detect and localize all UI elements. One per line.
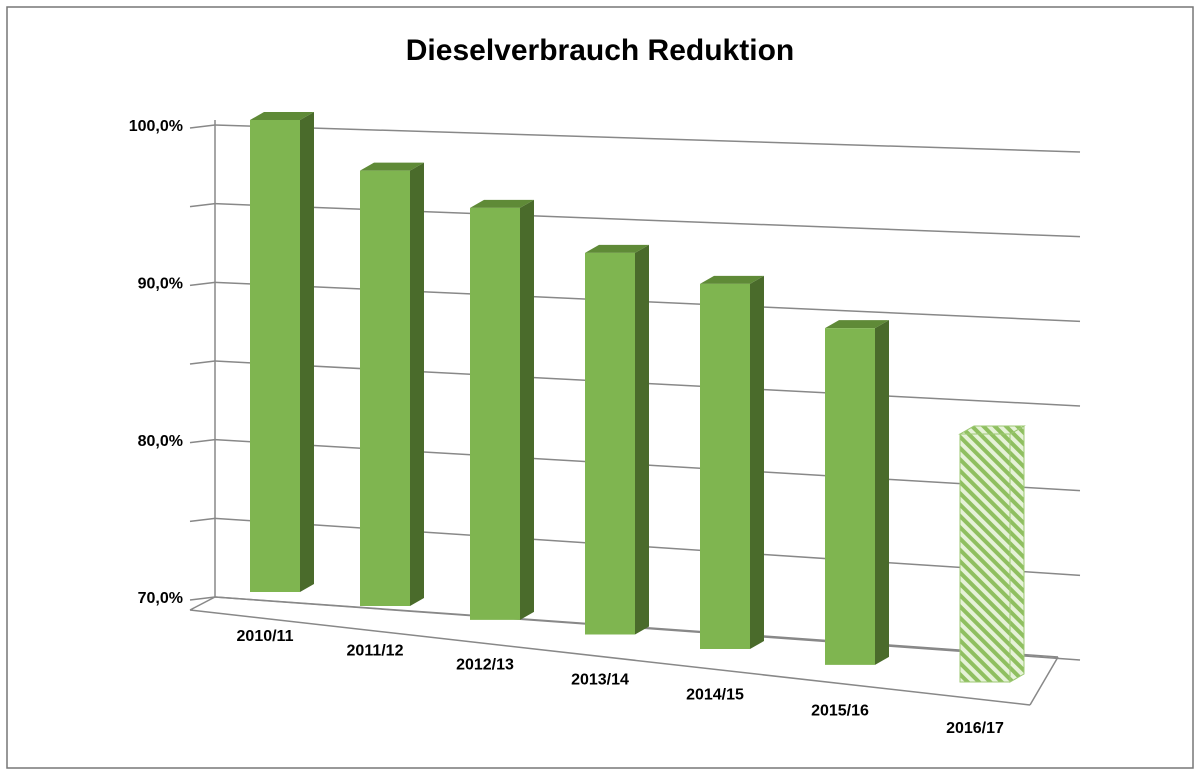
y-tick-label: 70,0% [138, 590, 183, 607]
bar-front [825, 328, 875, 665]
bar-top [470, 199, 534, 208]
floor-line [189, 609, 1031, 706]
x-tick-label: 2014/15 [686, 687, 744, 704]
bar [958, 425, 1026, 683]
bar [585, 244, 649, 635]
x-tick-label: 2010/11 [237, 628, 294, 645]
bar-side [520, 199, 534, 620]
bar-side [875, 320, 889, 665]
x-tick-label: 2015/16 [811, 703, 869, 720]
bar-front [250, 120, 300, 592]
bar [825, 320, 889, 665]
bar-front [585, 252, 635, 635]
x-tick-label: 2012/13 [456, 657, 514, 674]
grid-line [214, 124, 1081, 153]
bar-top [585, 244, 649, 253]
bar-top [250, 112, 314, 120]
bar-side [1009, 425, 1025, 683]
tick-mark [189, 360, 216, 365]
bar-front [470, 207, 520, 620]
bar [470, 199, 534, 620]
bar [360, 162, 424, 606]
grid-line [214, 596, 1081, 661]
bar-front [959, 433, 1011, 683]
bar-front [360, 170, 410, 606]
y-tick-label: 80,0% [138, 433, 183, 450]
tick-mark [189, 596, 216, 601]
bar-side [635, 244, 649, 635]
x-tick-label: 2011/12 [347, 642, 404, 659]
tick-mark [189, 438, 216, 444]
chart-title: Dieselverbrauch Reduktion [406, 34, 794, 67]
bar-top [825, 320, 889, 329]
tick-mark [189, 517, 216, 523]
tick-mark [189, 124, 216, 129]
y-tick-label: 90,0% [138, 276, 183, 293]
tick-mark [189, 281, 216, 287]
bar-side [300, 112, 314, 592]
bar-side [750, 275, 764, 650]
x-tick-label: 2016/17 [946, 720, 1004, 737]
bar-top [360, 162, 424, 171]
bar [700, 275, 764, 650]
floor-line [189, 596, 216, 611]
bar-side [410, 162, 424, 606]
floor-line [1029, 656, 1059, 706]
x-tick-label: 2013/14 [571, 672, 629, 689]
bar [250, 112, 314, 592]
tick-mark [189, 202, 216, 208]
y-tick-label: 100,0% [129, 118, 183, 135]
bar-front [700, 283, 750, 650]
bar-top [700, 275, 764, 284]
grid-line [214, 202, 1081, 238]
